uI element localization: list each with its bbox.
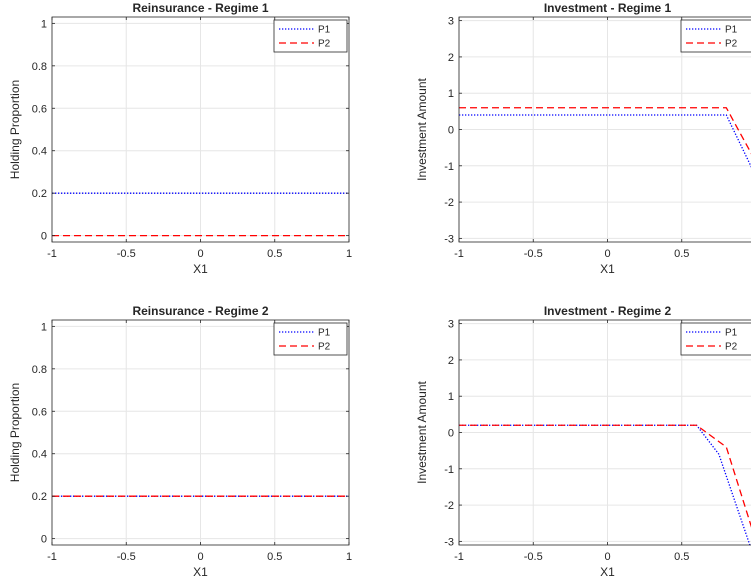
x-tick-label: -0.5 [524, 248, 543, 260]
series-group [459, 424, 751, 545]
grid [458, 17, 751, 242]
chart-panel-1: -1 -0.5 0 0.5 1 0 0.2 0.4 0.6 0.8 1 Reinsurance - R… [8, 1, 352, 276]
y-tick-label: -3 [444, 536, 454, 548]
y-tick-label: 1 [41, 18, 47, 30]
series-group [459, 107, 751, 168]
y-tick-label: 0.6 [32, 103, 47, 115]
series-group [52, 192, 349, 237]
y-tick-label: 3 [448, 16, 454, 28]
y-tick-label: 3 [448, 319, 454, 331]
x-axis-label: X1 [600, 565, 615, 579]
y-tick-label: 0 [41, 534, 47, 546]
x-tick-label: -0.5 [524, 551, 543, 563]
grid [458, 320, 751, 545]
series-line-p2 [459, 107, 751, 155]
y-tick-label: 0 [448, 428, 454, 440]
chart-panel-2: -1 -0.5 0 0.5 -3 -2 -1 0 1 2 3 Investment - Regime … [415, 1, 751, 276]
y-tick-label: 2 [448, 355, 454, 367]
x-tick-label: -1 [454, 248, 464, 260]
y-tick-label: 0.4 [32, 449, 47, 461]
legend-box [680, 19, 751, 53]
x-tick-label: 1 [346, 248, 352, 260]
x-tick-label: 0 [197, 248, 203, 260]
y-tick-label: -1 [444, 464, 454, 476]
x-tick-label: 0.5 [267, 551, 282, 563]
y-tick-label: 1 [448, 88, 454, 100]
legend-label-p2: P2 [725, 39, 738, 50]
series-line-p1 [459, 424, 751, 545]
x-axis-label: X1 [193, 565, 208, 579]
x-tick-label: -1 [47, 248, 57, 260]
chart-panel-3: -1 -0.5 0 0.5 1 0 0.2 0.4 0.6 0.8 1 Reinsurance - R… [8, 304, 352, 579]
y-tick-label: -3 [444, 233, 454, 245]
y-tick-label: -2 [444, 197, 454, 209]
series-line-p2 [459, 424, 751, 528]
y-tick-label: 0 [41, 231, 47, 243]
chart-panel-4: -1 -0.5 0 0.5 -3 -2 -1 0 1 2 3 Investment - Regime … [415, 304, 751, 579]
x-tick-label: 0 [604, 551, 610, 563]
y-axis-label: Investment Amount [415, 380, 429, 483]
y-tick-label: 0.6 [32, 406, 47, 418]
legend-label-p1: P1 [725, 328, 738, 339]
x-tick-label: 0.5 [267, 248, 282, 260]
y-axis-label: Holding Proportion [8, 383, 22, 482]
y-tick-label: 0.2 [32, 188, 47, 200]
x-axis-label: X1 [600, 262, 615, 276]
y-tick-label: 1 [41, 321, 47, 333]
x-tick-label: 0.5 [674, 551, 689, 563]
x-tick-label: 0 [604, 248, 610, 260]
legend-label-p1: P1 [725, 25, 738, 36]
y-tick-label: -1 [444, 161, 454, 173]
x-axis-label: X1 [193, 262, 208, 276]
x-tick-label: -0.5 [117, 248, 136, 260]
chart-title: Investment - Regime 2 [544, 304, 672, 318]
legend-box [273, 19, 348, 53]
x-tick-label: 0.5 [674, 248, 689, 260]
series-line-p1 [459, 114, 751, 168]
legend-box [273, 322, 348, 356]
y-tick-label: 0.8 [32, 364, 47, 376]
y-tick-label: -2 [444, 500, 454, 512]
legend-box [680, 322, 751, 356]
chart-title: Investment - Regime 1 [544, 1, 672, 15]
legend-label-p1: P1 [318, 25, 331, 36]
y-tick-label: 0.2 [32, 491, 47, 503]
x-tick-label: -1 [454, 551, 464, 563]
chart-title: Reinsurance - Regime 1 [132, 1, 268, 15]
y-tick-label: 2 [448, 52, 454, 64]
legend-label-p2: P2 [318, 342, 331, 353]
x-tick-label: -1 [47, 551, 57, 563]
x-tick-label: 0 [197, 551, 203, 563]
y-tick-label: 1 [448, 391, 454, 403]
legend-label-p2: P2 [725, 342, 738, 353]
x-tick-label: -0.5 [117, 551, 136, 563]
chart-title: Reinsurance - Regime 2 [132, 304, 268, 318]
x-tick-label: 1 [346, 551, 352, 563]
y-tick-label: 0.4 [32, 146, 47, 158]
y-axis-label: Holding Proportion [8, 80, 22, 179]
y-tick-label: 0.8 [32, 61, 47, 73]
legend-label-p2: P2 [318, 39, 331, 50]
y-axis-label: Investment Amount [415, 77, 429, 180]
y-tick-label: 0 [448, 125, 454, 137]
legend-label-p1: P1 [318, 328, 331, 339]
